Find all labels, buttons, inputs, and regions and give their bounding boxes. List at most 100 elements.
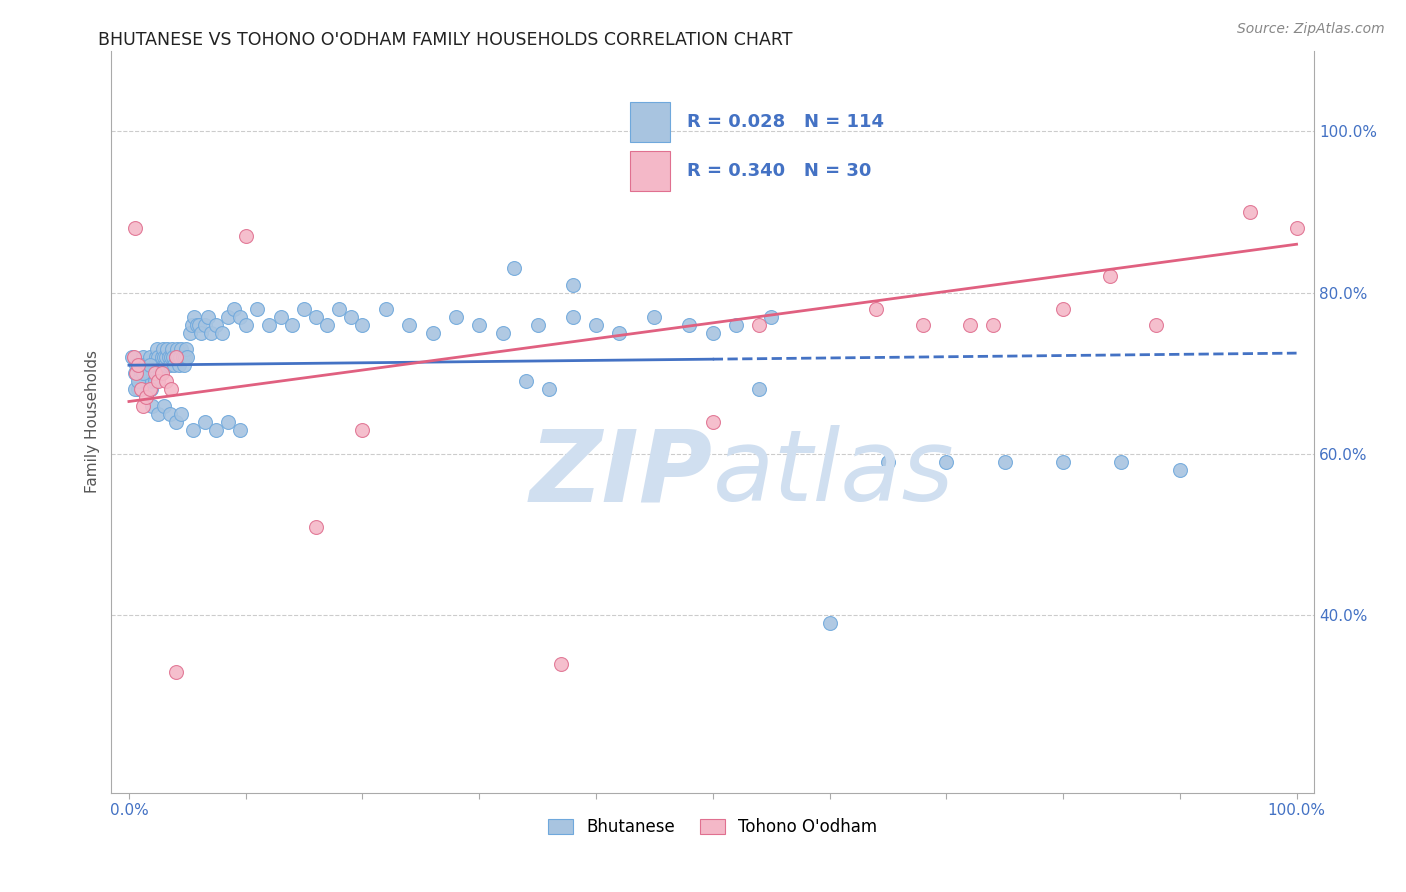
Point <box>173 358 195 372</box>
Point <box>444 310 467 324</box>
Point <box>131 358 153 372</box>
Point <box>132 350 155 364</box>
Point <box>305 519 328 533</box>
Point <box>877 455 900 469</box>
Point <box>229 423 252 437</box>
Point <box>122 350 145 364</box>
Point <box>217 310 239 324</box>
Point <box>139 350 162 364</box>
Point <box>194 318 217 332</box>
Point <box>160 350 183 364</box>
Point <box>159 358 181 372</box>
Point <box>246 301 269 316</box>
Point <box>165 350 187 364</box>
Point <box>174 342 197 356</box>
Point <box>550 657 572 671</box>
Point <box>135 391 157 405</box>
Text: atlas: atlas <box>713 425 955 522</box>
Point <box>165 415 187 429</box>
Point <box>163 358 186 372</box>
Point <box>374 301 396 316</box>
Point <box>129 383 152 397</box>
Point <box>281 318 304 332</box>
Point <box>911 318 934 332</box>
Point <box>153 399 176 413</box>
Point <box>1098 269 1121 284</box>
Point <box>169 350 191 364</box>
Point <box>725 318 748 332</box>
Point <box>515 375 537 389</box>
Point <box>148 358 170 372</box>
Point <box>125 366 148 380</box>
Point <box>292 301 315 316</box>
Point <box>585 318 607 332</box>
Point <box>981 318 1004 332</box>
Point <box>1285 221 1308 235</box>
Point <box>160 383 183 397</box>
Point <box>156 342 179 356</box>
Point <box>190 326 212 340</box>
Point <box>142 366 165 380</box>
Point <box>352 318 374 332</box>
Point <box>526 318 548 332</box>
Point <box>702 415 724 429</box>
Point <box>121 350 143 364</box>
Point <box>270 310 292 324</box>
Point <box>422 326 444 340</box>
Point <box>818 616 841 631</box>
Point <box>145 350 167 364</box>
Point <box>1168 463 1191 477</box>
Point <box>125 358 148 372</box>
Point <box>339 310 361 324</box>
Point <box>132 399 155 413</box>
Point <box>132 366 155 380</box>
Point <box>491 326 513 340</box>
Point <box>197 310 219 324</box>
Point <box>167 358 190 372</box>
Point <box>643 310 665 324</box>
Point <box>1052 301 1074 316</box>
Legend: Bhutanese, Tohono O'odham: Bhutanese, Tohono O'odham <box>548 818 877 837</box>
Point <box>159 407 181 421</box>
Point <box>160 342 183 356</box>
Point <box>538 383 561 397</box>
Point <box>959 318 981 332</box>
Point <box>561 310 583 324</box>
Point <box>134 366 156 380</box>
Point <box>352 423 374 437</box>
Point <box>155 375 177 389</box>
Point <box>1052 455 1074 469</box>
Point <box>183 310 205 324</box>
Point <box>561 277 583 292</box>
Point <box>132 358 155 372</box>
Point <box>150 366 173 380</box>
Point <box>165 350 187 364</box>
Point <box>136 366 159 380</box>
Point <box>759 310 782 324</box>
Point <box>139 358 162 372</box>
Point <box>139 383 162 397</box>
Point <box>170 342 193 356</box>
Point <box>305 310 328 324</box>
Point <box>994 455 1017 469</box>
Point <box>135 375 157 389</box>
Text: Source: ZipAtlas.com: Source: ZipAtlas.com <box>1237 22 1385 37</box>
Point <box>165 665 187 679</box>
Point <box>1239 205 1261 219</box>
Point <box>229 310 252 324</box>
Text: BHUTANESE VS TOHONO O'ODHAM FAMILY HOUSEHOLDS CORRELATION CHART: BHUTANESE VS TOHONO O'ODHAM FAMILY HOUSE… <box>98 31 793 49</box>
Point <box>607 326 630 340</box>
Point <box>139 383 162 397</box>
Point <box>257 318 280 332</box>
Point <box>124 383 146 397</box>
Point <box>149 366 172 380</box>
Y-axis label: Family Households: Family Households <box>86 351 100 493</box>
Point <box>143 358 166 372</box>
Point <box>186 318 208 332</box>
Point <box>503 261 526 276</box>
Point <box>211 326 233 340</box>
Point <box>146 342 169 356</box>
Point <box>222 301 245 316</box>
Point <box>162 350 184 364</box>
Point <box>124 221 146 235</box>
